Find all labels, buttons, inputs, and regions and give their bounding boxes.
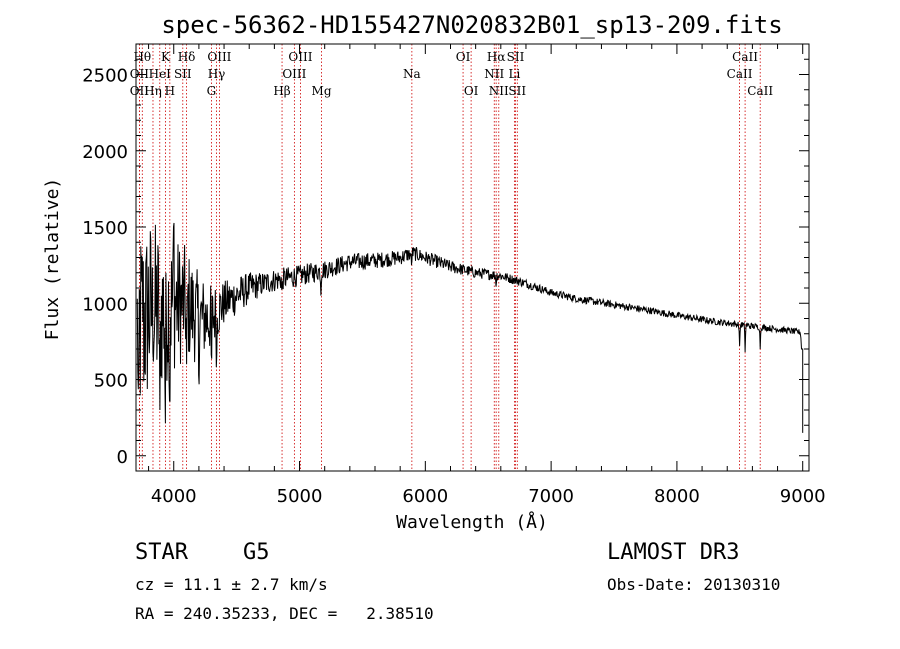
x-tick-label: 9000	[780, 486, 826, 507]
line-marker-label: Na	[403, 67, 421, 81]
line-marker-label: NII	[489, 84, 509, 98]
spectrum-chart: spec-56362-HD155427N020832B01_sp13-209.f…	[42, 11, 826, 533]
line-marker-label: CaII	[747, 84, 773, 98]
x-axis-label: Wavelength (Å)	[396, 511, 548, 533]
line-marker-label: SII	[507, 50, 525, 64]
x-tick-label: 8000	[654, 486, 700, 507]
y-axis: 0 500 1000 1500 2000 2500	[82, 58, 809, 468]
line-marker-label: H	[165, 84, 175, 98]
coordinates: RA = 240.35233, DEC = 2.38510	[135, 604, 434, 623]
line-marker-label: OI	[464, 84, 479, 98]
spectrum-line	[136, 222, 804, 433]
line-marker-label: Hη	[144, 84, 162, 98]
x-tick-label: 5000	[277, 486, 323, 507]
line-marker-label: SII	[508, 84, 526, 98]
line-marker-labels: HθOIIOIIHηHeIKHSIIHδGHγOIIIHβOIIIOIIIMgN…	[130, 50, 774, 98]
y-tick-label: 500	[94, 371, 128, 392]
line-marker-label: OI	[456, 50, 471, 64]
line-marker-label: SII	[174, 67, 192, 81]
line-marker-label: K	[161, 50, 171, 64]
chart-title: spec-56362-HD155427N020832B01_sp13-209.f…	[161, 11, 782, 39]
line-marker-label: OIII	[207, 50, 231, 64]
spectral-subclass: G5	[243, 540, 270, 565]
object-class: STAR	[135, 540, 188, 565]
line-marker-label: NII	[484, 67, 504, 81]
plot-frame	[135, 43, 810, 472]
y-tick-label: 1000	[82, 294, 128, 315]
line-marker-label: HeI	[149, 67, 172, 81]
observation-date: Obs-Date: 20130310	[607, 575, 781, 594]
y-tick-label: 1500	[82, 218, 128, 239]
x-axis: 4000 5000 6000 7000 8000 9000	[148, 44, 826, 507]
line-markers	[138, 44, 761, 471]
y-tick-label: 0	[117, 447, 128, 468]
x-tick-label: 6000	[402, 486, 448, 507]
line-marker-label: CaII	[727, 67, 753, 81]
line-marker-label: Hα	[487, 50, 506, 64]
line-marker-label: Hδ	[178, 50, 196, 64]
line-marker-label: G	[207, 84, 217, 98]
line-marker-label: Li	[508, 67, 520, 81]
line-marker-label: Hβ	[273, 84, 290, 98]
y-tick-label: 2000	[82, 142, 128, 163]
survey-name: LAMOST DR3	[607, 540, 740, 565]
y-axis-label: Flux (relative)	[42, 178, 63, 341]
x-tick-label: 7000	[528, 486, 574, 507]
y-tick-label: 2500	[82, 66, 128, 87]
x-tick-label: 4000	[151, 486, 197, 507]
line-marker-label: Hθ	[133, 50, 151, 64]
line-marker-label: CaII	[732, 50, 758, 64]
line-marker-label: OIII	[282, 67, 306, 81]
line-marker-label: Hγ	[208, 67, 226, 81]
line-marker-label: OIII	[288, 50, 312, 64]
line-marker-label: Mg	[312, 84, 332, 98]
redshift-value: cz = 11.1 ± 2.7 km/s	[135, 575, 328, 594]
line-marker-label: OII	[130, 84, 150, 98]
